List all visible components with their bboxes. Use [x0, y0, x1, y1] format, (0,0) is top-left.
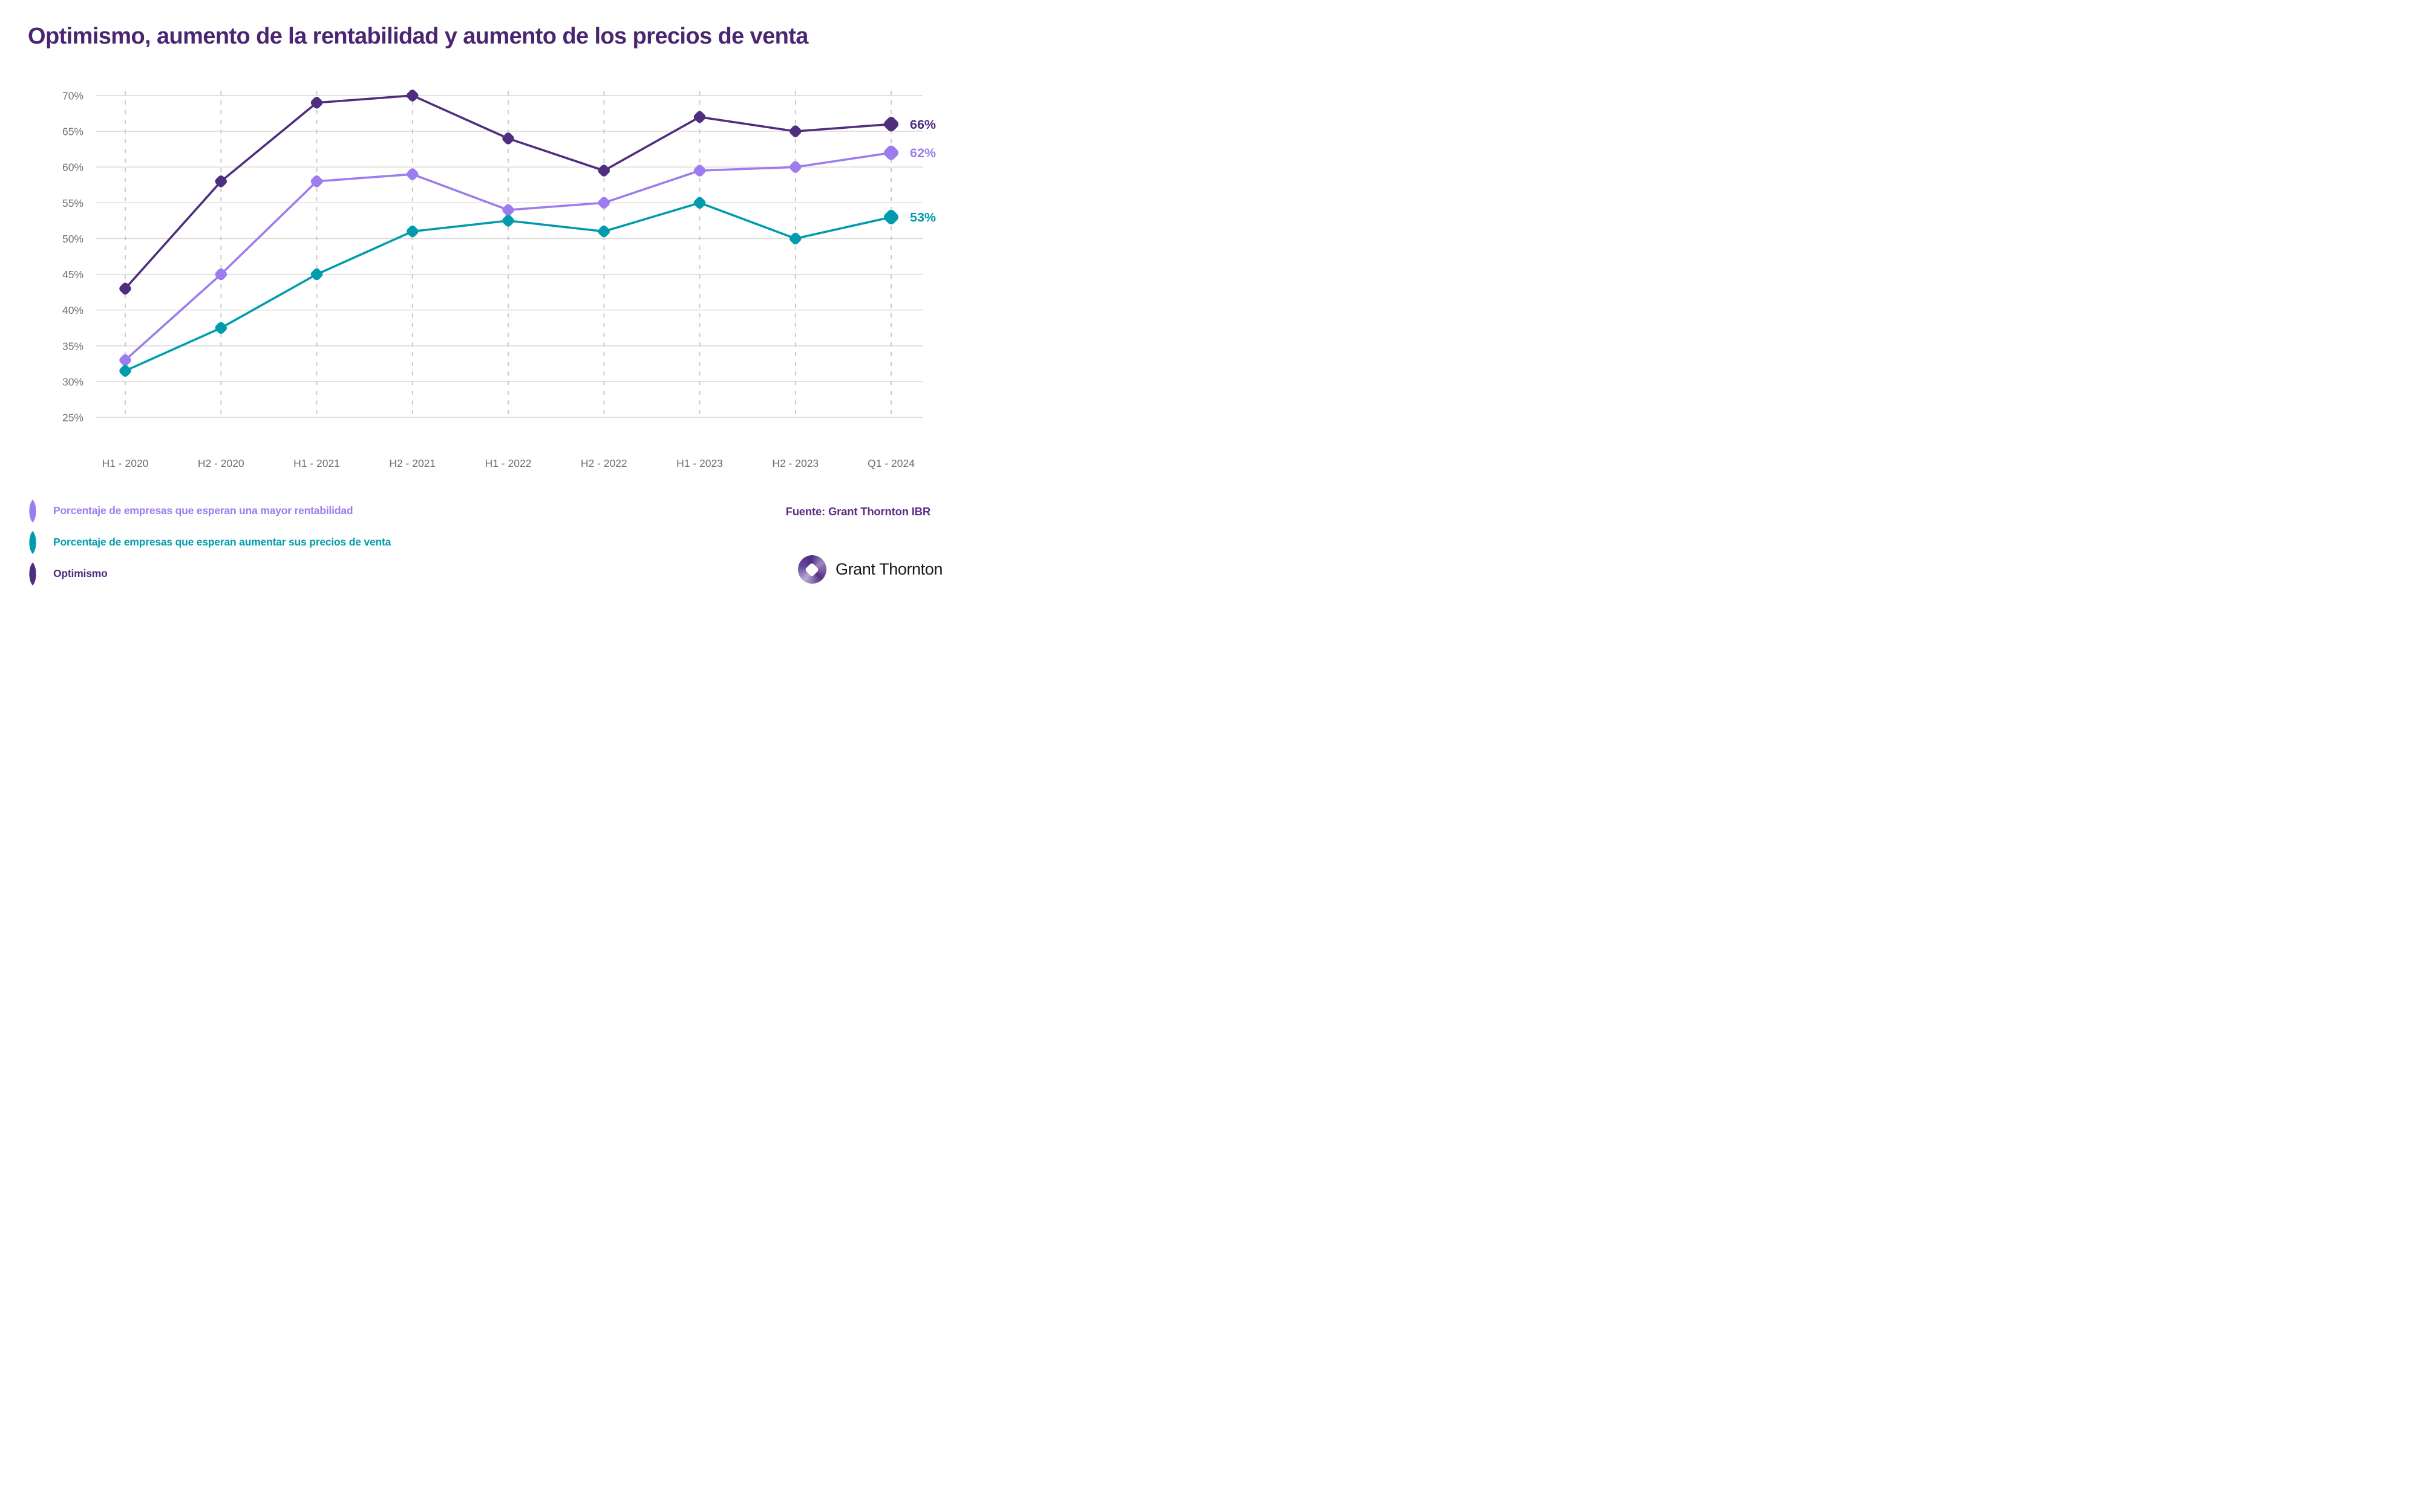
legend-item-profitability: Porcentaje de empresas que esperan una m…: [25, 499, 391, 523]
y-tick-label-40: 40%: [62, 304, 83, 316]
marker-prices-4: [502, 215, 514, 227]
x-tick-label-6: H1 - 2023: [676, 457, 723, 469]
line-chart: 70% 65% 60% 55% 50% 45% 40% 35% 30% 25% H1 - 2020 H…: [62, 90, 936, 469]
marker-optimism-2: [310, 97, 323, 109]
marker-optimism-0: [119, 282, 131, 295]
marker-prices-7: [790, 232, 802, 245]
x-tick-label-5: H2 - 2022: [581, 457, 627, 469]
marker-profitability-0: [119, 354, 131, 367]
legend-item-prices: Porcentaje de empresas que esperan aumen…: [25, 530, 391, 554]
x-tick-label-1: H2 - 2020: [198, 457, 244, 469]
marker-optimism-7: [790, 125, 802, 137]
marker-profitability-8: [884, 145, 898, 160]
y-tick-label-45: 45%: [62, 269, 83, 281]
marker-optimism-8: [884, 117, 898, 132]
marker-prices-1: [215, 322, 227, 334]
marker-prices-3: [407, 225, 419, 238]
marker-profitability-3: [407, 168, 419, 180]
end-value-label-profitability: 62%: [910, 146, 936, 160]
y-tick-label-35: 35%: [62, 340, 83, 352]
marker-optimism-6: [693, 111, 706, 123]
legend: Porcentaje de empresas que esperan una m…: [25, 499, 391, 585]
prices-series-marker-icon: [29, 530, 36, 554]
legend-label-prices: Porcentaje de empresas que esperan aumen…: [53, 536, 391, 548]
y-tick-label-30: 30%: [62, 376, 83, 388]
marker-optimism-4: [502, 132, 514, 145]
grant-thornton-logo: Grant Thornton: [797, 555, 943, 584]
marker-profitability-2: [310, 175, 323, 187]
y-tick-label-70: 70%: [62, 90, 83, 102]
marker-prices-2: [310, 268, 323, 281]
end-value-label-prices: 53%: [910, 210, 936, 224]
x-tick-label-0: H1 - 2020: [102, 457, 149, 469]
marker-optimism-1: [215, 175, 227, 187]
marker-prices-6: [693, 197, 706, 209]
marker-profitability-7: [790, 161, 802, 173]
y-tick-label-65: 65%: [62, 126, 83, 138]
y-tick-label-25: 25%: [62, 412, 83, 424]
marker-profitability-5: [598, 197, 610, 209]
source-note: Fuente: Grant Thornton IBR: [785, 505, 931, 518]
y-tick-label-55: 55%: [62, 197, 83, 209]
grant-thornton-logo-text: Grant Thornton: [835, 560, 943, 578]
profitability-series-marker-icon: [29, 499, 36, 523]
y-tick-label-50: 50%: [62, 233, 83, 245]
x-tick-label-2: H1 - 2021: [293, 457, 340, 469]
x-tick-label-8: Q1 - 2024: [868, 457, 915, 469]
grant-thornton-swirl-icon: [797, 555, 826, 584]
legend-item-optimism: Optimismo: [25, 562, 391, 585]
optimism-series-marker-icon: [29, 562, 36, 585]
series-line-optimism: [124, 94, 892, 290]
page-title: Optimismo, aumento de la rentabilidad y …: [28, 24, 808, 50]
legend-label-profitability: Porcentaje de empresas que esperan una m…: [53, 504, 353, 516]
y-tick-label-60: 60%: [62, 161, 83, 174]
marker-prices-0: [119, 365, 131, 377]
x-tick-label-3: H2 - 2021: [389, 457, 436, 469]
marker-profitability-1: [215, 268, 227, 281]
marker-optimism-5: [598, 165, 610, 177]
legend-label-optimism: Optimismo: [53, 567, 108, 579]
marker-optimism-3: [407, 90, 419, 102]
end-value-label-optimism: 66%: [910, 117, 936, 132]
marker-profitability-4: [502, 204, 514, 216]
x-tick-label-4: H1 - 2022: [485, 457, 532, 469]
marker-prices-8: [884, 209, 898, 224]
x-tick-label-7: H2 - 2023: [772, 457, 819, 469]
marker-prices-5: [598, 225, 610, 238]
marker-profitability-6: [693, 165, 706, 177]
